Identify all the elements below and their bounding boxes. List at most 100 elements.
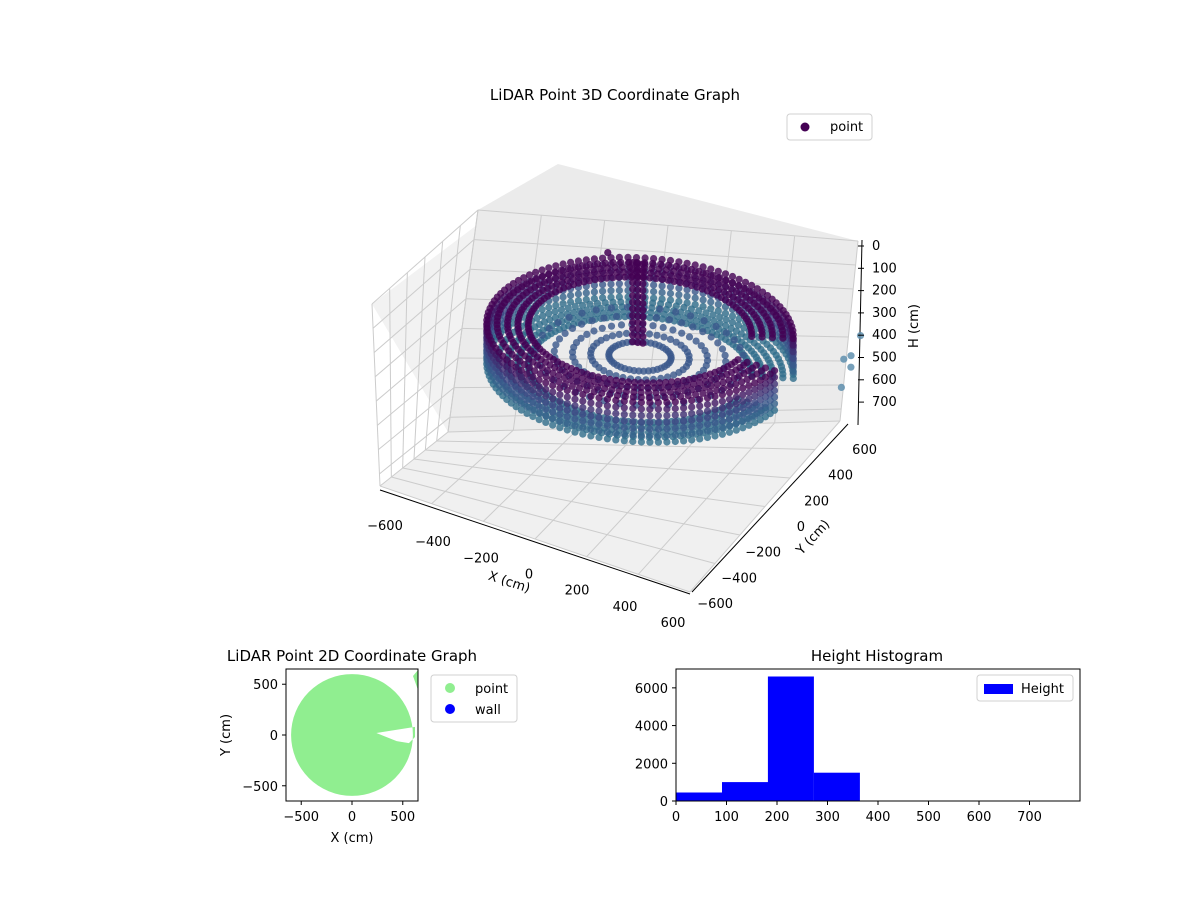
scatter-3d-point — [652, 275, 660, 283]
scatter-3d-point — [538, 331, 547, 339]
z-tick-label-3d: 0 — [872, 239, 880, 254]
grid-line — [413, 256, 426, 460]
x-tick-label-histogram: 400 — [866, 810, 891, 825]
scatter-3d-point — [699, 366, 708, 374]
scatter-3d-point — [847, 352, 855, 360]
scatter-3d-point — [709, 311, 717, 319]
chart-3d: LiDAR Point 3D Coordinate Graph −600 −400… — [367, 86, 922, 631]
scatter-3d-point — [605, 369, 614, 377]
scatter-3d-point — [608, 332, 617, 340]
scatter-3d-point — [732, 420, 740, 428]
y-tick-label-3d: 600 — [852, 443, 877, 458]
scatter-3d-point — [649, 322, 657, 330]
scatter-3d-point — [688, 403, 696, 411]
scatter-3d-point — [568, 382, 576, 390]
x-tick-label-2d: 0 — [348, 810, 356, 825]
scatter-3d-point — [699, 328, 707, 336]
scatter-3d-point — [579, 430, 587, 438]
scatter-3d-point — [542, 373, 550, 381]
histogram-bar — [722, 782, 768, 801]
scatter-3d-point — [639, 306, 647, 314]
scatter-3d-point — [563, 386, 571, 394]
scatter-3d-point — [555, 378, 563, 386]
x-tick-label-3d: 400 — [613, 600, 638, 615]
scatter-3d-point — [719, 378, 727, 386]
scatter-3d-point — [700, 317, 708, 325]
scatter-3d-point — [523, 403, 531, 411]
scatter-3d-point — [568, 324, 577, 332]
scatter-3d-point — [545, 303, 553, 311]
scatter-3d-point — [702, 377, 710, 386]
scatter-3d-point — [696, 435, 704, 443]
scatter-3d-point — [529, 373, 537, 381]
x-tick-label-histogram: 600 — [967, 810, 992, 825]
scatter-3d-point — [653, 331, 661, 339]
scatter-3d-point — [639, 293, 647, 301]
grid-line — [689, 420, 841, 593]
scatter-3d-point — [585, 277, 594, 285]
scatter-3d-point — [710, 317, 718, 325]
scatter-3d-point — [714, 339, 722, 347]
scatter-3d-point — [691, 294, 699, 302]
grid-line — [436, 225, 461, 442]
scatter-3d-point — [563, 393, 571, 401]
scatter-3d-point — [542, 385, 550, 393]
scatter-3d-point — [583, 266, 591, 274]
scatter-3d-point — [716, 274, 724, 282]
scatter-3d-point — [564, 264, 572, 273]
scatter-3d-point — [697, 273, 705, 281]
scatter-3d-point — [620, 410, 628, 418]
x-tick-label-3d: 200 — [565, 584, 590, 599]
scatter-3d-point — [654, 405, 663, 413]
scatter-3d-point — [603, 395, 612, 403]
scatter-3d-point — [552, 295, 560, 303]
scatter-3d-point — [756, 389, 764, 397]
scatter-3d-point — [517, 399, 526, 408]
scatter-3d-point — [569, 275, 577, 283]
scatter-3d-point — [639, 300, 647, 308]
scatter-3d-point — [640, 367, 648, 375]
scatter-3d-point — [714, 267, 722, 275]
scatter-3d-point — [675, 284, 683, 292]
scatter-3d-point — [612, 396, 620, 404]
scatter-3d-point — [590, 327, 598, 335]
scatter-3d-point — [688, 416, 696, 424]
y-tick-label-2d: 500 — [253, 678, 278, 693]
scatter-3d-point — [571, 358, 579, 366]
scatter-3d-point — [707, 305, 715, 313]
scatter-3d-point — [571, 408, 579, 416]
scatter-3d-point — [689, 323, 697, 331]
scatter-3d-point — [595, 427, 603, 435]
scatter-3d-point — [725, 376, 733, 384]
scatter-3d-point — [542, 399, 550, 407]
scatter-3d-point — [557, 266, 566, 274]
scatter-3d-point — [650, 281, 658, 289]
histogram-bar — [767, 676, 814, 801]
z-tick-label-3d: 200 — [872, 284, 897, 299]
scatter-3d-point — [571, 415, 579, 423]
scatter-3d-point — [523, 390, 531, 398]
scatter-3d-point — [563, 270, 571, 279]
scatter-3d-point — [678, 329, 686, 337]
scatter-3d-point — [549, 395, 557, 403]
scatter-3d-point — [579, 417, 587, 425]
scatter-3d-point — [542, 418, 550, 426]
scatter-3d-point — [680, 410, 688, 419]
scatter-3d-point — [721, 309, 730, 317]
scatter-3d-point — [637, 412, 646, 420]
scatter-3d-point — [512, 389, 520, 398]
scatter-3d-point — [847, 363, 855, 371]
x-tick-label-3d: −200 — [463, 551, 499, 566]
scatter-3d-point — [671, 411, 679, 419]
scatter-3d-point — [604, 249, 612, 257]
scatter-3d-point — [745, 401, 753, 410]
scatter-3d-point — [714, 307, 722, 315]
scatter-3d-point — [745, 382, 753, 390]
scatter-3d-point — [702, 309, 710, 317]
scatter-3d-point — [725, 395, 734, 403]
scatter-3d-point — [739, 384, 747, 392]
scatter-3d-point — [523, 409, 531, 417]
scatter-3d-point — [711, 392, 719, 400]
scatter-3d-point — [555, 372, 563, 380]
scatter-3d-point — [664, 276, 672, 284]
